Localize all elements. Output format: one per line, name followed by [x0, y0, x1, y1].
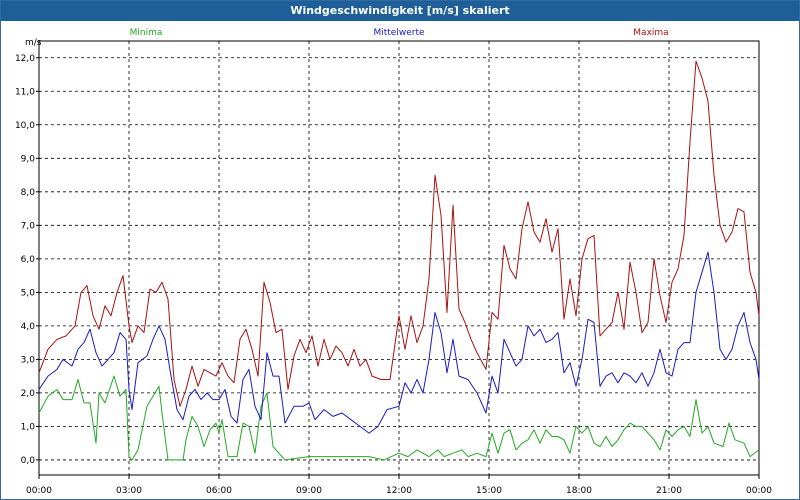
- legend-mittelwerte: Mittelwerte: [373, 28, 424, 38]
- y-tick-label: 4,0: [21, 322, 36, 332]
- y-tick-label: 5,0: [21, 288, 36, 298]
- y-axis-label: m/s: [25, 38, 42, 48]
- y-tick-label: 6,0: [21, 255, 36, 265]
- series-line-minima: [38, 375, 760, 461]
- x-tick-time: 21:00: [656, 486, 682, 496]
- y-tick-label: 12,0: [15, 54, 35, 64]
- series-line-maxima: [38, 60, 760, 407]
- wind-speed-chart: 0,0 1,0 2,0 3,0 4,0 5,0 6,0 7,0 8,0 9,0 10,0 11,0 12…: [15, 28, 772, 496]
- x-tick-time: 06:00: [206, 486, 232, 496]
- window-title: Windgeschwindigkeit [m/s] skaliert: [1, 1, 799, 21]
- x-tick-time: 15:00: [476, 486, 502, 496]
- y-tick-label: 0,0: [21, 456, 36, 466]
- y-tick-label: 10,0: [15, 121, 35, 131]
- series-line-mittelwerte: [38, 251, 760, 434]
- x-tick-time: 18:00: [566, 486, 592, 496]
- y-tick-label: 1,0: [21, 422, 36, 432]
- series-lines: [38, 60, 760, 461]
- y-tick-label: 11,0: [15, 87, 35, 97]
- x-tick-time: 00:00: [26, 486, 52, 496]
- x-tick-time: 03:00: [116, 486, 142, 496]
- y-tick-label: 7,0: [21, 221, 36, 231]
- legend-minima: Minima: [130, 28, 163, 38]
- y-tick-label: 9,0: [21, 154, 36, 164]
- y-tick-label: 8,0: [21, 188, 36, 198]
- x-tick-time: 12:00: [386, 486, 412, 496]
- x-axis-ticks: 00:0007.03.1803:0007.03.1806:0007.03.180…: [26, 475, 772, 496]
- legend-maxima: Maxima: [633, 28, 668, 38]
- y-axis-ticks: 0,0 1,0 2,0 3,0 4,0 5,0 6,0 7,0 8,0 9,0 10,0 11,0 12…: [15, 54, 39, 466]
- x-tick-time: 09:00: [296, 486, 322, 496]
- grid-lines: [39, 41, 759, 475]
- y-tick-label: 2,0: [21, 389, 36, 399]
- y-tick-label: 3,0: [21, 355, 36, 365]
- x-tick-time: 00:00: [746, 486, 772, 496]
